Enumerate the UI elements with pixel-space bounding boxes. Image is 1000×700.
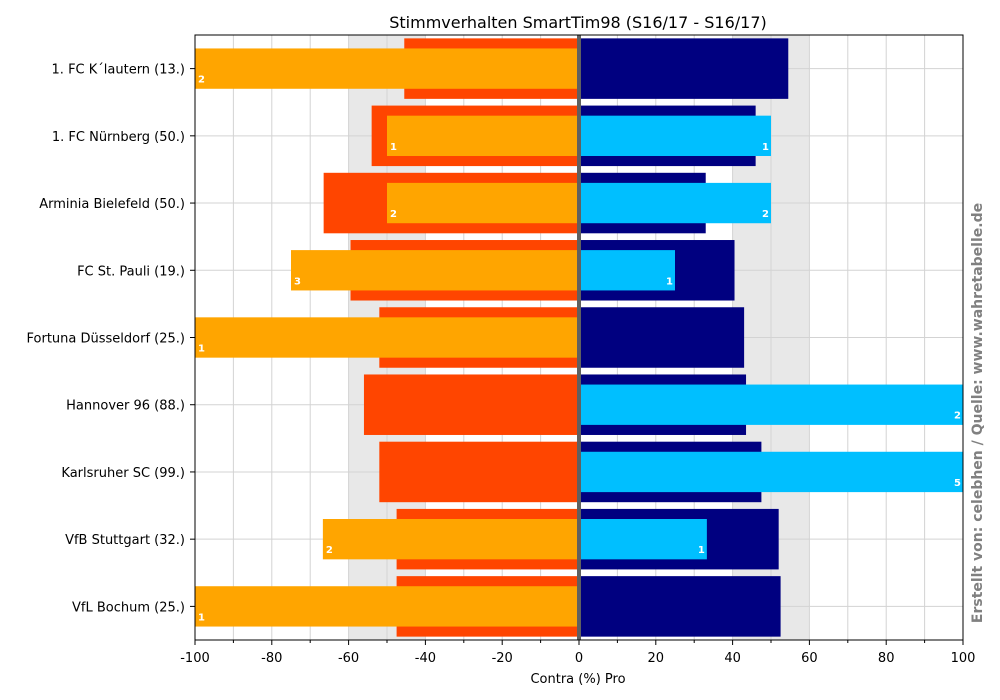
x-axis-label: Contra (%) Pro (530, 672, 625, 687)
bar-pro-user (579, 519, 707, 560)
bar-pro-total (579, 307, 745, 368)
bar-value-label: 2 (326, 545, 333, 556)
bar-pro-user (579, 115, 771, 156)
bar-pro-total (579, 576, 781, 637)
bar-contra-user (195, 317, 579, 358)
credit-text: Erstellt von: celebhen / Quelle: www.wah… (970, 203, 986, 623)
bar-contra-user (387, 182, 579, 224)
bar-contra-total (379, 441, 579, 503)
category-label: Karlsruher SC (99.) (61, 466, 185, 481)
bar-value-label: 1 (198, 344, 205, 355)
bar-value-label: 1 (390, 142, 397, 153)
bar-contra-user (195, 586, 579, 627)
x-tick-label: 40 (724, 651, 741, 666)
bar-value-label: 2 (762, 209, 769, 220)
bar-value-label: 2 (954, 411, 961, 422)
chart-title: Stimmverhalten SmartTim98 (S16/17 - S16/… (389, 13, 767, 32)
bar-value-label: 2 (390, 209, 397, 220)
bar-value-label: 1 (666, 276, 673, 287)
x-tick-label: 100 (951, 651, 976, 666)
x-tick-label: -100 (180, 651, 210, 666)
x-tick-label: -20 (492, 651, 513, 666)
category-label: FC St. Pauli (19.) (77, 264, 185, 279)
bar-value-label: 1 (698, 545, 705, 556)
bar-contra-user (291, 250, 579, 291)
x-tick-label: -40 (415, 651, 436, 666)
bar-value-label: 3 (294, 276, 301, 287)
x-tick-label: 0 (575, 651, 583, 666)
bar-value-label: 2 (198, 75, 205, 86)
category-label: 1. FC Nürnberg (50.) (52, 130, 185, 145)
bar-value-label: 5 (954, 478, 961, 489)
x-tick-label: 80 (878, 651, 895, 666)
bar-pro-user (579, 250, 675, 291)
bar-contra-user (195, 48, 579, 89)
bar-contra-user (387, 115, 579, 156)
category-label: 1. FC K´lautern (13.) (52, 63, 185, 78)
bar-pro-user (579, 451, 963, 493)
x-tick-label: -80 (261, 651, 282, 666)
bar-pro-total (579, 38, 789, 99)
bar-contra-total (363, 374, 579, 435)
category-label: VfL Bochum (25.) (72, 600, 185, 615)
x-tick-label: -60 (338, 651, 359, 666)
category-label: Hannover 96 (88.) (66, 399, 185, 414)
bar-value-label: 1 (762, 142, 769, 153)
bar-value-label: 1 (198, 612, 205, 623)
x-tick-label: 60 (801, 651, 818, 666)
x-tick-label: 20 (648, 651, 665, 666)
category-label: VfB Stuttgart (32.) (65, 533, 185, 548)
category-label: Fortuna Düsseldorf (25.) (27, 332, 185, 347)
bar-pro-user (579, 384, 963, 425)
bar-contra-user (322, 519, 579, 560)
bar-pro-user (579, 182, 771, 224)
category-label: Arminia Bielefeld (50.) (39, 197, 185, 212)
